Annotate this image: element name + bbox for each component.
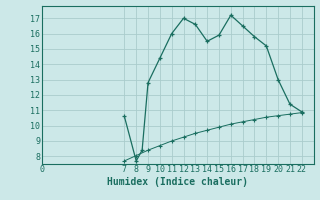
X-axis label: Humidex (Indice chaleur): Humidex (Indice chaleur): [107, 177, 248, 187]
